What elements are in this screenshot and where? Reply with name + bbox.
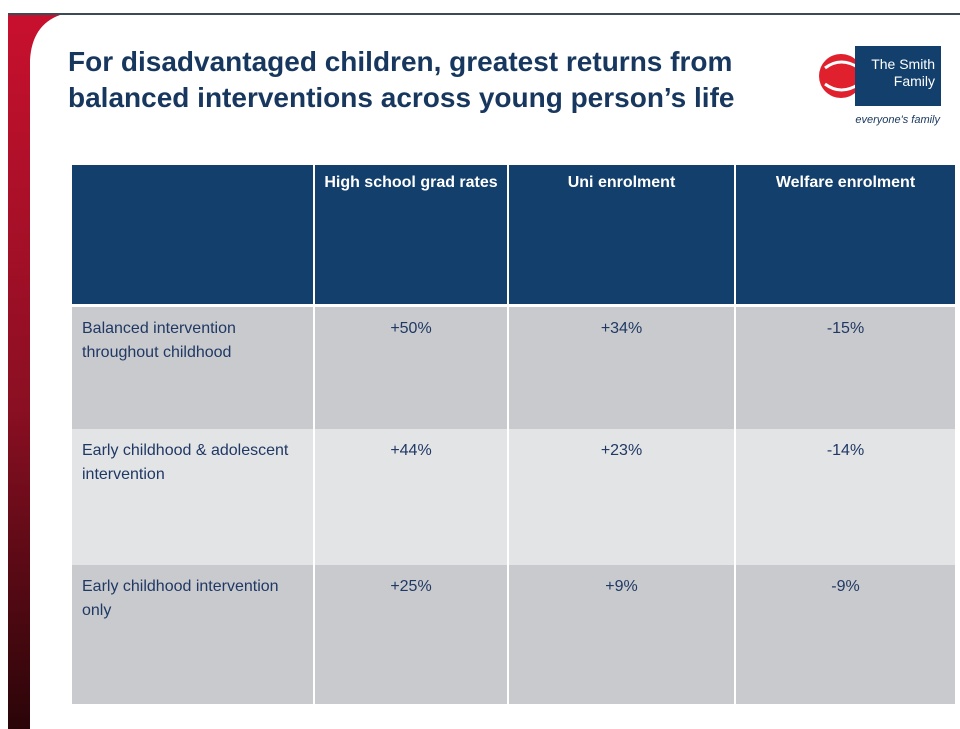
table-row: Balanced intervention throughout childho… (72, 305, 955, 429)
value-cell: +34% (507, 305, 735, 429)
table-row: Early childhood intervention only +25% +9%… (72, 565, 955, 704)
row-label: Balanced intervention throughout childho… (72, 305, 314, 429)
header-cell (72, 165, 314, 307)
value-cell: +23% (507, 429, 735, 565)
value-cell: +25% (313, 565, 508, 704)
value-cell: -15% (734, 305, 955, 429)
logo-tagline: everyone's family (855, 114, 940, 126)
logo: The Smith Family (815, 46, 941, 106)
header-row: High school grad rates Uni enrolment Welfa… (72, 165, 955, 307)
value-cell: +44% (313, 429, 508, 565)
header-cell: High school grad rates (313, 165, 508, 307)
value-cell: +9% (507, 565, 735, 704)
value-cell: +50% (313, 305, 508, 429)
header-cell: Welfare enrolment (734, 165, 955, 307)
value-cell: -9% (734, 565, 955, 704)
side-band (8, 15, 60, 729)
top-margin (0, 0, 960, 14)
results-table: High school grad rates Uni enrolment Welfa… (72, 165, 955, 704)
logo-hands (819, 54, 863, 98)
value-cell: -14% (734, 429, 955, 565)
table-row: Early childhood & adolescent interventio… (72, 429, 955, 565)
row-label: Early childhood intervention only (72, 565, 314, 704)
logo-name: The Smith Family (855, 46, 941, 106)
row-label: Early childhood & adolescent interventio… (72, 429, 314, 565)
header-cell: Uni enrolment (507, 165, 735, 307)
slide-title: For disadvantaged children, greatest ret… (68, 46, 735, 113)
